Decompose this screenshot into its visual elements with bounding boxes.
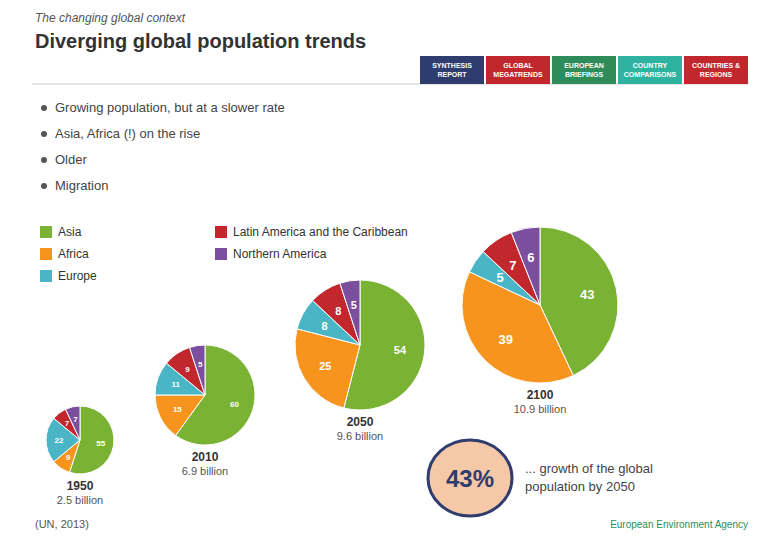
- annotation-line: population by 2050: [525, 479, 635, 494]
- tab: [684, 56, 748, 84]
- bullet-dot: [41, 131, 47, 137]
- annotation: ... growth of the global population by 20…: [525, 461, 653, 494]
- data-label: 15: [173, 405, 182, 414]
- legend-swatch: [40, 248, 52, 260]
- tab-label: SYNTHESIS REPORT: [432, 62, 472, 78]
- legend-swatch: [40, 270, 52, 282]
- data-label: 54: [394, 344, 407, 356]
- bullet-dot: [41, 183, 47, 189]
- legend-entry: Europe: [58, 269, 97, 283]
- pie-subtitle: 10.9 billion: [514, 403, 567, 415]
- data-label: 5: [198, 360, 203, 369]
- annotation: European Environment Agency: [610, 519, 748, 530]
- data-label: 25: [319, 360, 331, 372]
- pie-subtitle: 9.6 billion: [337, 430, 383, 442]
- tab-label-line: GLOBAL: [503, 62, 533, 69]
- data-label: 22: [54, 436, 63, 445]
- data-label: 60: [230, 400, 239, 409]
- data-label: 7: [65, 419, 70, 428]
- tab-label-line: REPORT: [437, 71, 467, 78]
- legend-entry: Asia: [58, 225, 82, 239]
- tab-label-line: MEGATRENDS: [493, 71, 543, 78]
- pie-slice: [190, 345, 205, 395]
- bullet-dot: [41, 105, 47, 111]
- title: Diverging global population trends: [35, 30, 366, 52]
- bullet: Migration: [55, 178, 108, 193]
- data-label: 5: [496, 270, 503, 285]
- tab-label: EUROPEAN BRIEFINGS: [564, 62, 604, 78]
- tab-label-line: COUNTRY: [633, 62, 668, 69]
- bullet: Asia, Africa (!) on the rise: [55, 126, 200, 141]
- pie-title: 2010: [192, 450, 219, 464]
- data-label: 9: [66, 453, 71, 462]
- data-label: 6: [527, 250, 534, 265]
- tab-label: COUNTRY COMPARISONS: [624, 62, 677, 78]
- pie: [155, 345, 255, 445]
- data-label: 9: [185, 365, 190, 374]
- legend-swatch: [215, 248, 227, 260]
- pie-subtitle: 6.9 billion: [182, 465, 228, 477]
- data-label: 8: [335, 305, 341, 317]
- data-label: 7: [509, 258, 516, 273]
- tab: [552, 56, 616, 84]
- pie-title: 2050: [347, 415, 374, 429]
- pie-title: 2100: [527, 388, 554, 402]
- pie-title: 1950: [67, 479, 94, 493]
- bullet: Growing population, but at a slower rate: [55, 100, 285, 115]
- pie: [295, 280, 425, 410]
- source: (UN, 2013): [35, 518, 89, 530]
- page: The changing global context Diverging glo…: [0, 0, 780, 540]
- annotation: 43%: [446, 465, 494, 492]
- tab: [486, 56, 550, 84]
- data-label: 8: [322, 320, 328, 332]
- pie-slice: [340, 280, 360, 345]
- tab: [420, 56, 484, 84]
- subtitle: The changing global context: [35, 11, 186, 25]
- data-label: 5: [351, 299, 357, 311]
- legend-entry: Latin America and the Caribbean: [233, 225, 408, 239]
- tab-label-line: COUNTRIES &: [692, 62, 740, 69]
- pie-slice: [66, 406, 80, 440]
- tab-label: GLOBAL MEGATRENDS: [493, 62, 543, 78]
- legend-swatch: [40, 226, 52, 238]
- pie-slice: [155, 395, 205, 435]
- tab-label-line: BRIEFINGS: [565, 71, 603, 78]
- tab: [618, 56, 682, 84]
- bullet: Older: [55, 152, 87, 167]
- pie: [462, 227, 618, 383]
- tab-label-line: COMPARISONS: [624, 71, 677, 78]
- bullet-dot: [41, 157, 47, 163]
- tab-label-line: REGIONS: [700, 71, 733, 78]
- data-label: 11: [172, 380, 181, 389]
- highlight-circle: [428, 440, 512, 516]
- tab-label-line: SYNTHESIS: [432, 62, 472, 69]
- annotation-line: ... growth of the global: [525, 461, 653, 476]
- data-label: 55: [96, 439, 105, 448]
- legend-entry: Africa: [58, 247, 89, 261]
- legend-entry: Northern America: [233, 247, 327, 261]
- pie-subtitle: 2.5 billion: [57, 494, 103, 506]
- data-label: 43: [580, 287, 594, 302]
- tab-label-line: EUROPEAN: [564, 62, 604, 69]
- data-label: 39: [499, 332, 513, 347]
- tab-label: COUNTRIES & REGIONS: [692, 62, 740, 78]
- legend-swatch: [215, 226, 227, 238]
- data-label: 7: [73, 415, 78, 424]
- pie: [46, 406, 114, 474]
